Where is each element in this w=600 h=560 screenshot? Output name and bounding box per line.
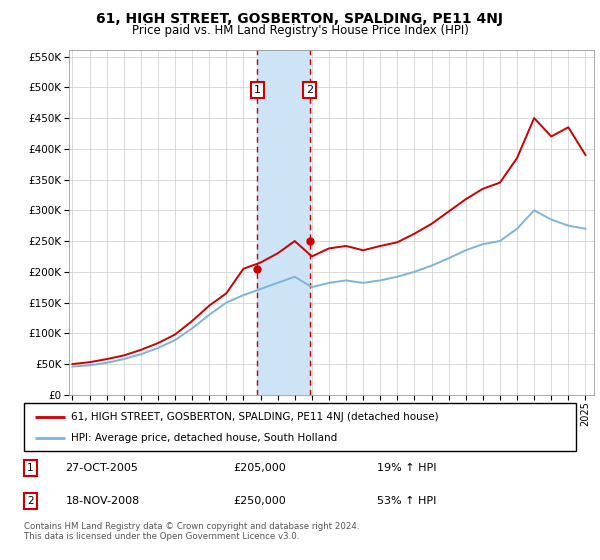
Text: 1: 1	[28, 464, 34, 473]
Text: Price paid vs. HM Land Registry's House Price Index (HPI): Price paid vs. HM Land Registry's House …	[131, 24, 469, 36]
Text: £250,000: £250,000	[234, 496, 287, 506]
Text: 27-OCT-2005: 27-OCT-2005	[65, 464, 138, 473]
Text: HPI: Average price, detached house, South Holland: HPI: Average price, detached house, Sout…	[71, 433, 337, 444]
Text: 18-NOV-2008: 18-NOV-2008	[65, 496, 140, 506]
Text: 2: 2	[306, 85, 313, 95]
Text: 19% ↑ HPI: 19% ↑ HPI	[377, 464, 437, 473]
Text: £205,000: £205,000	[234, 464, 287, 473]
Text: 1: 1	[254, 85, 261, 95]
Bar	[257, 50, 310, 395]
Text: 53% ↑ HPI: 53% ↑ HPI	[377, 496, 437, 506]
Text: 2: 2	[28, 496, 34, 506]
FancyBboxPatch shape	[24, 403, 576, 451]
Text: Contains HM Land Registry data © Crown copyright and database right 2024.
This d: Contains HM Land Registry data © Crown c…	[24, 522, 359, 542]
Text: 61, HIGH STREET, GOSBERTON, SPALDING, PE11 4NJ: 61, HIGH STREET, GOSBERTON, SPALDING, PE…	[97, 12, 503, 26]
Text: 61, HIGH STREET, GOSBERTON, SPALDING, PE11 4NJ (detached house): 61, HIGH STREET, GOSBERTON, SPALDING, PE…	[71, 412, 439, 422]
